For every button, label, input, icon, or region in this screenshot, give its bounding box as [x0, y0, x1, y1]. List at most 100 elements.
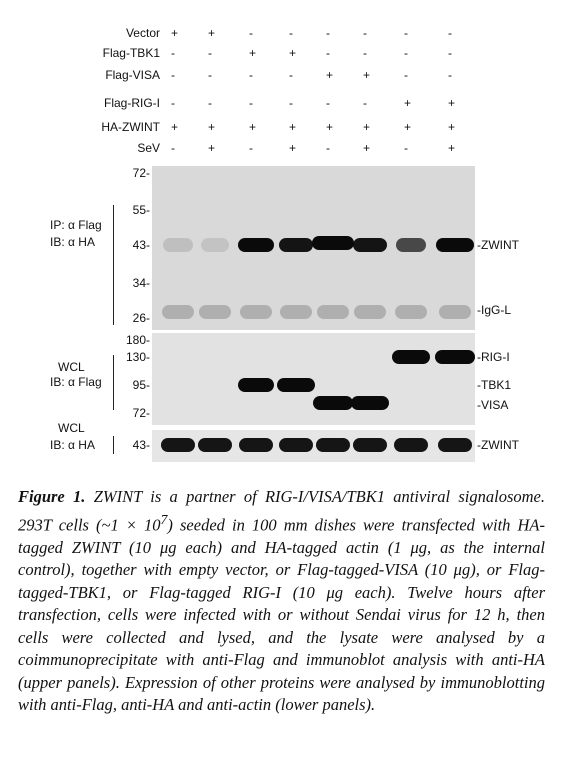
blot-band — [198, 438, 232, 452]
condition-sign: + — [289, 120, 297, 134]
caption-text: ZWINT is a partner of RIG-I/VISA/TBK1 an… — [18, 487, 546, 534]
condition-sign: - — [289, 96, 293, 110]
blot-band — [199, 305, 231, 319]
condition-sign: + — [171, 120, 179, 134]
panel-label: IB: α Flag — [50, 375, 102, 389]
blot-band — [238, 238, 274, 252]
band-label: -IgG-L — [477, 303, 512, 317]
condition-sign: - — [171, 141, 175, 155]
panel-label: IP: α Flag — [50, 218, 102, 232]
mw-marker: 72- — [132, 406, 150, 420]
condition-sign: + — [249, 120, 257, 134]
condition-sign: - — [404, 46, 408, 60]
condition-sign: + — [363, 120, 371, 134]
condition-sign: - — [404, 26, 408, 40]
divider — [113, 205, 114, 325]
blot-band — [353, 238, 387, 252]
condition-sign: - — [448, 68, 452, 82]
blot-band — [436, 238, 474, 252]
mw-marker: 130- — [125, 350, 150, 364]
caption-text: ) seeded in 100 mm dishes were transfect… — [18, 515, 545, 714]
condition-sign: - — [249, 26, 253, 40]
blot-band — [394, 438, 428, 452]
blot-band — [312, 236, 354, 250]
condition-sign: - — [326, 26, 330, 40]
condition-sign: - — [171, 96, 175, 110]
blot-band — [316, 438, 350, 452]
condition-sign: - — [208, 46, 212, 60]
condition-label: Flag-RIG-I — [103, 96, 160, 110]
condition-sign: - — [208, 68, 212, 82]
condition-sign: + — [249, 46, 257, 60]
condition-label: Flag-TBK1 — [102, 46, 160, 60]
condition-sign: + — [208, 120, 216, 134]
mw-marker: 26- — [132, 311, 150, 325]
panel-label: IB: α HA — [50, 235, 95, 249]
condition-sign: + — [171, 26, 179, 40]
condition-sign: + — [289, 46, 297, 60]
blot-band — [238, 378, 274, 392]
condition-sign: + — [448, 141, 456, 155]
band-label: -ZWINT — [477, 238, 519, 252]
condition-sign: - — [448, 46, 452, 60]
condition-sign: - — [171, 68, 175, 82]
condition-label: Vector — [125, 26, 160, 40]
divider — [113, 436, 114, 454]
condition-sign: - — [363, 46, 367, 60]
mw-marker: 55- — [132, 203, 150, 217]
mw-marker: 43- — [132, 438, 150, 452]
condition-sign: + — [326, 68, 334, 82]
condition-sign: + — [404, 120, 412, 134]
condition-sign: - — [249, 68, 253, 82]
condition-sign: + — [208, 26, 216, 40]
band-label: -RIG-I — [477, 350, 510, 364]
band-label: -ZWINT — [477, 438, 519, 452]
condition-label: SeV — [137, 141, 160, 155]
blot-band — [279, 238, 313, 252]
condition-sign: + — [404, 96, 412, 110]
condition-sign: + — [363, 141, 371, 155]
mw-marker: 72- — [132, 166, 150, 180]
blot-panel — [152, 333, 475, 425]
caption-sup: 7 — [160, 511, 168, 527]
condition-label: Flag-VISA — [105, 68, 160, 82]
condition-sign: - — [448, 26, 452, 40]
band-label: -TBK1 — [477, 378, 512, 392]
condition-sign: - — [249, 141, 253, 155]
blot-band — [201, 238, 229, 252]
condition-label: HA-ZWINT — [101, 120, 160, 134]
condition-sign: - — [326, 141, 330, 155]
blot-band — [354, 305, 386, 319]
condition-sign: - — [289, 26, 293, 40]
condition-sign: + — [448, 120, 456, 134]
blot-band — [438, 438, 472, 452]
condition-sign: - — [289, 68, 293, 82]
blot-band — [396, 238, 426, 252]
condition-sign: + — [208, 141, 216, 155]
blot-band — [317, 305, 349, 319]
condition-sign: - — [171, 46, 175, 60]
blot-band — [439, 305, 471, 319]
panel-label: IB: α HA — [50, 438, 95, 452]
blot-band — [280, 305, 312, 319]
blot-band — [277, 378, 315, 392]
condition-sign: - — [404, 141, 408, 155]
condition-sign: + — [326, 120, 334, 134]
blot-band — [279, 438, 313, 452]
divider — [113, 355, 114, 410]
blot-band — [161, 438, 195, 452]
condition-sign: - — [326, 46, 330, 60]
condition-sign: - — [404, 68, 408, 82]
condition-sign: - — [363, 26, 367, 40]
mw-marker: 43- — [132, 238, 150, 252]
condition-sign: - — [363, 96, 367, 110]
mw-marker: 34- — [132, 276, 150, 290]
mw-marker: 180- — [125, 333, 150, 347]
blot-band — [239, 438, 273, 452]
condition-sign: + — [289, 141, 297, 155]
condition-sign: + — [363, 68, 371, 82]
condition-sign: - — [208, 96, 212, 110]
blot-band — [435, 350, 475, 364]
condition-sign: - — [326, 96, 330, 110]
blot-band — [395, 305, 427, 319]
